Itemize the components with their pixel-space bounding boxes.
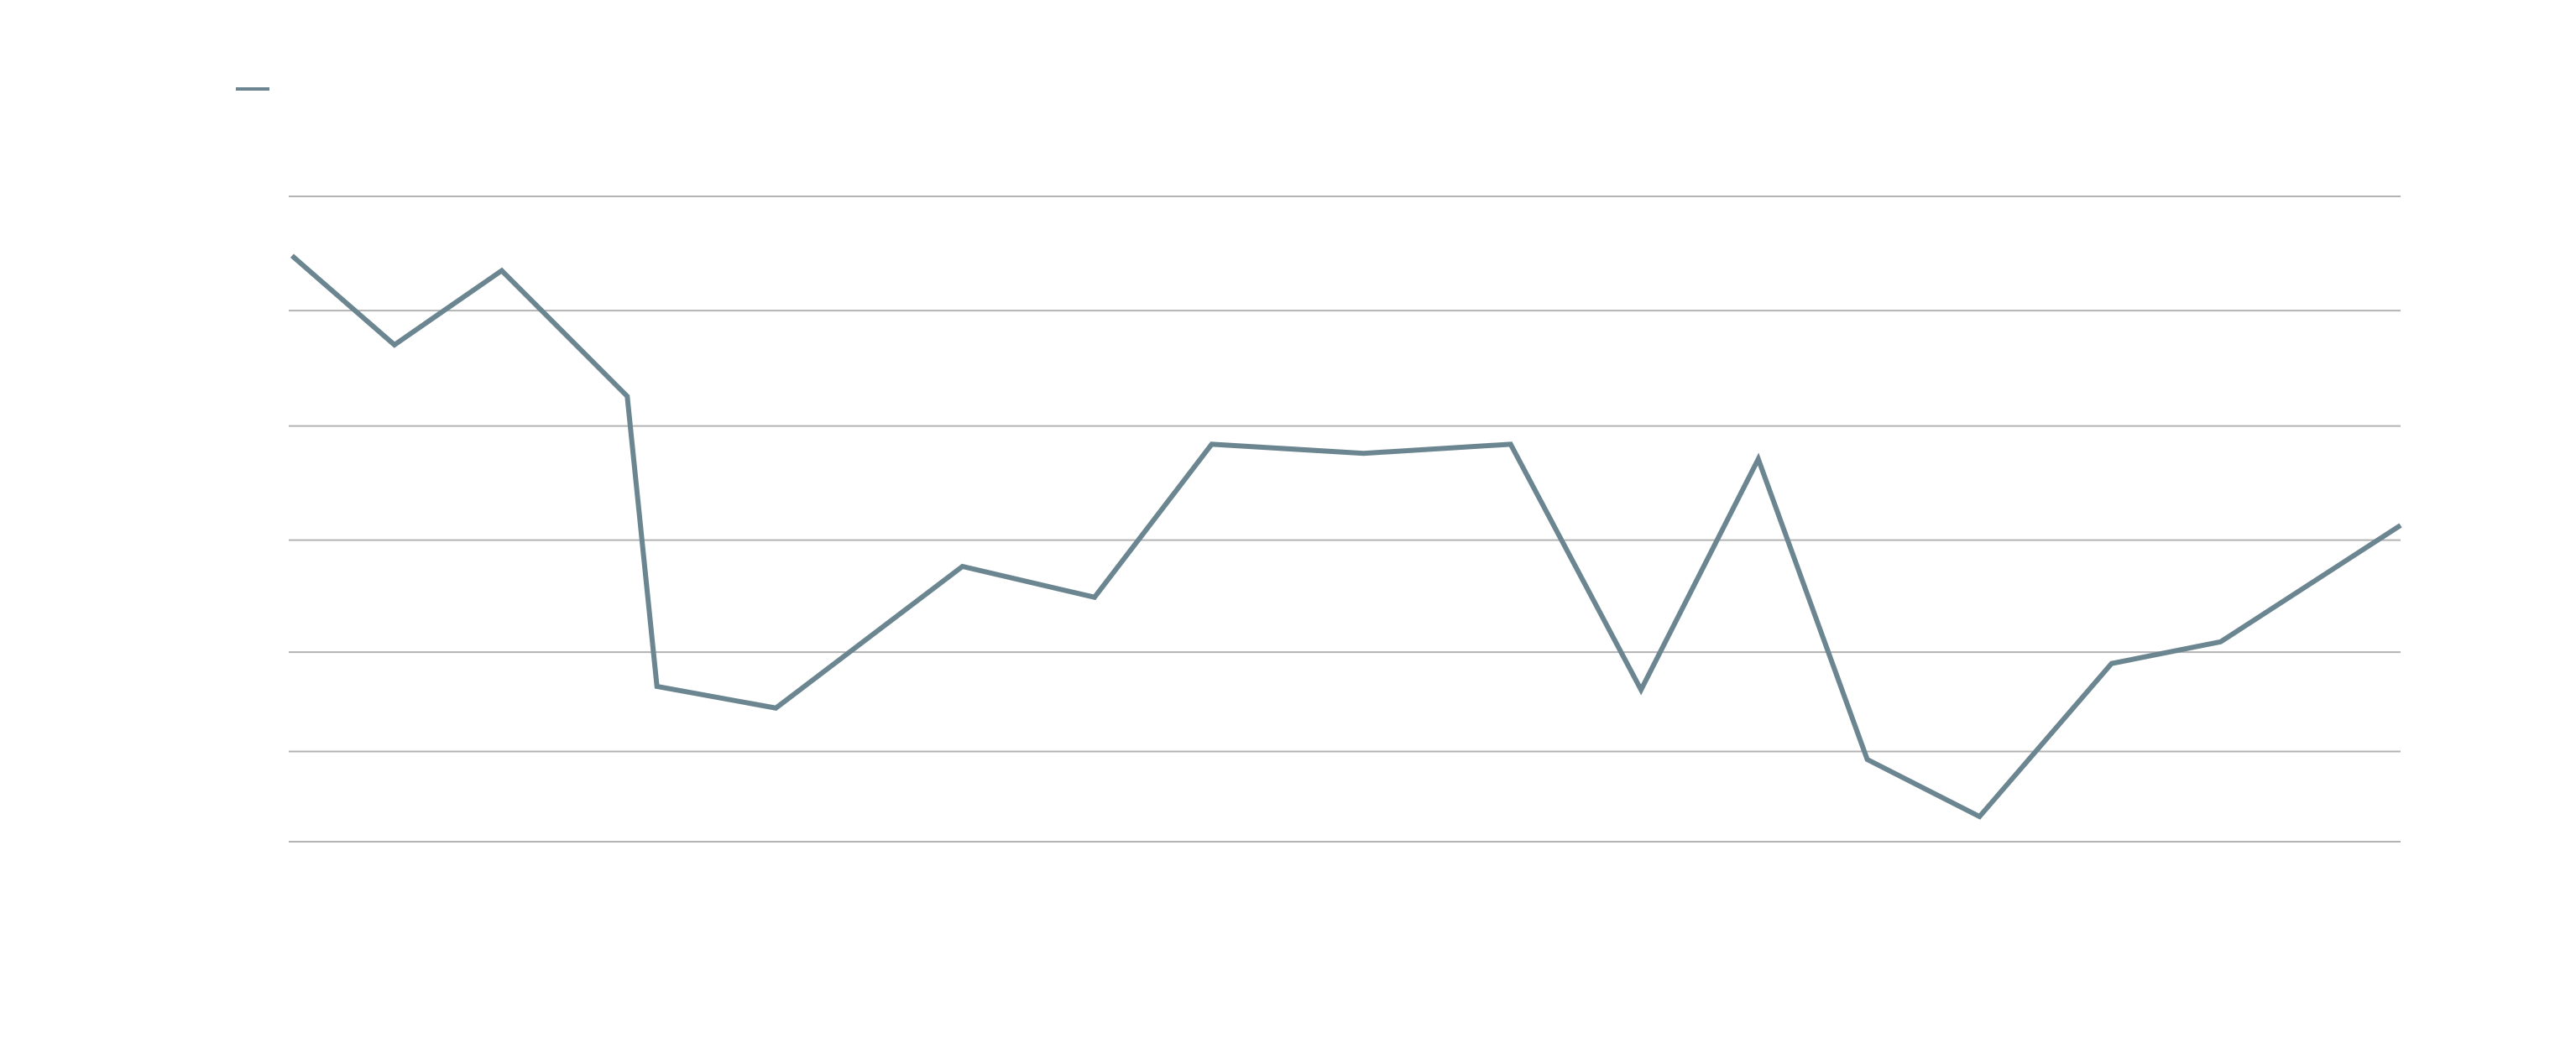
data-line <box>290 253 2402 820</box>
